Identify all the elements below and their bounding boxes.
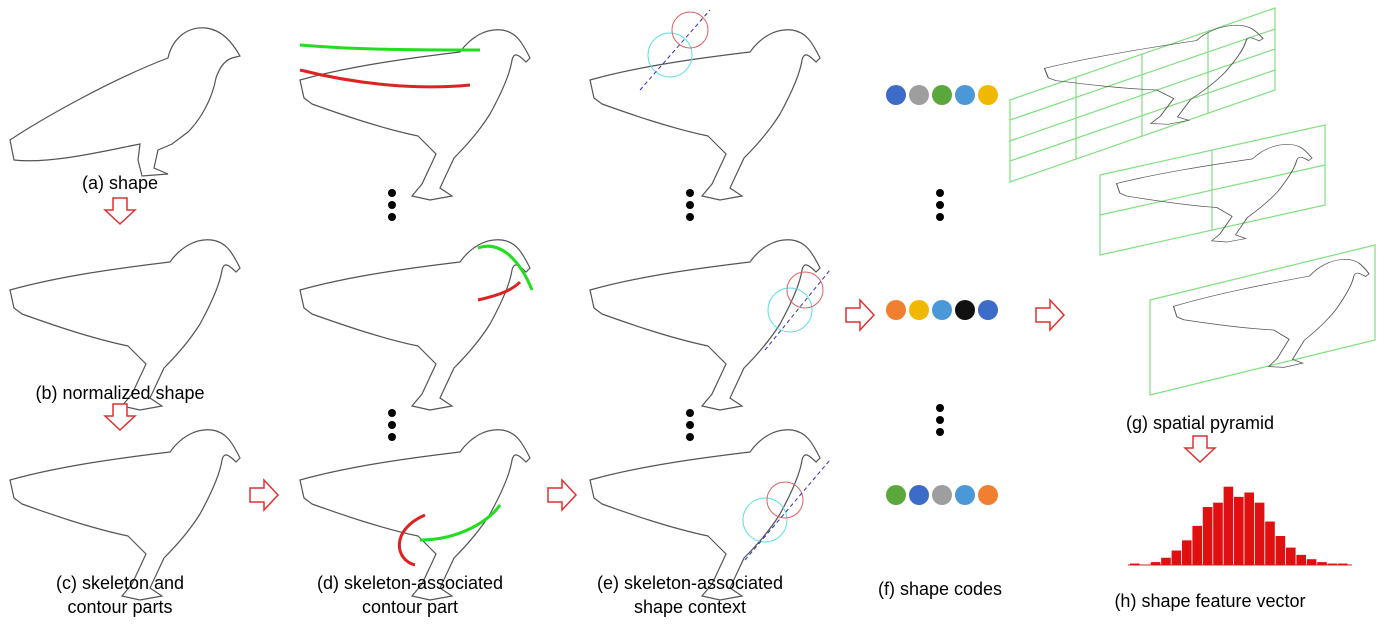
contour-part — [420, 505, 500, 540]
caption: (e) skeleton-associated — [597, 573, 783, 593]
shape-code — [955, 300, 975, 320]
caption: contour part — [362, 597, 458, 617]
caption: (f) shape codes — [878, 579, 1002, 599]
histogram-bar — [1234, 497, 1244, 565]
histogram-bar — [1172, 551, 1182, 566]
histogram-bar — [1265, 522, 1275, 566]
caption: (c) skeleton and — [56, 573, 184, 593]
shape-code — [909, 485, 929, 505]
histogram-bar — [1276, 536, 1286, 565]
histogram-bar — [1213, 503, 1223, 565]
contour-part — [478, 282, 520, 300]
histogram-bar — [1203, 507, 1213, 565]
arrow — [105, 198, 1215, 510]
shape-code — [886, 300, 906, 320]
shape-code — [978, 485, 998, 505]
bird-shape — [590, 240, 820, 410]
histogram-bar — [1244, 493, 1254, 566]
bird-shape — [300, 30, 530, 200]
histogram-bar — [1151, 562, 1161, 565]
histogram-bar — [1255, 503, 1265, 565]
histogram-bar — [1286, 548, 1296, 565]
shape-context — [640, 10, 830, 560]
shape-code — [932, 300, 952, 320]
bird-shape — [300, 240, 530, 410]
caption: (g) spatial pyramid — [1126, 413, 1274, 433]
histogram-bar — [1192, 526, 1202, 565]
contour-part — [300, 45, 480, 50]
bird-shape — [10, 28, 240, 176]
caption: (a) shape — [82, 173, 158, 193]
shape-code — [955, 85, 975, 105]
shape-code — [909, 85, 929, 105]
shape-code — [955, 485, 975, 505]
histogram-bar — [1296, 555, 1306, 565]
histogram-bar — [1161, 558, 1171, 565]
shape-code — [909, 300, 929, 320]
caption: contour parts — [67, 597, 172, 617]
histogram-bar — [1130, 564, 1140, 565]
histogram-bar — [1224, 487, 1234, 565]
caption: shape context — [634, 597, 746, 617]
contour-part — [300, 70, 470, 87]
histogram-bar — [1307, 559, 1317, 565]
caption: (b) normalized shape — [35, 383, 204, 403]
histogram-bar — [1317, 562, 1327, 565]
spatial-pyramid — [1010, 8, 1375, 395]
shape-code — [932, 485, 952, 505]
shape-code — [978, 300, 998, 320]
histogram-bar — [1328, 564, 1338, 565]
shape-code — [932, 85, 952, 105]
histogram-bar — [1338, 564, 1348, 565]
bird-shape — [590, 30, 820, 200]
contour-part — [478, 246, 532, 290]
caption: (h) shape feature vector — [1114, 591, 1305, 611]
histogram-bar — [1182, 540, 1192, 565]
caption: (d) skeleton-associated — [317, 573, 503, 593]
shape-code — [886, 85, 906, 105]
shape-code — [886, 485, 906, 505]
shape-code — [978, 85, 998, 105]
figure: (a) shape (b) normalized shape (c) skeleto… — [0, 0, 1390, 624]
